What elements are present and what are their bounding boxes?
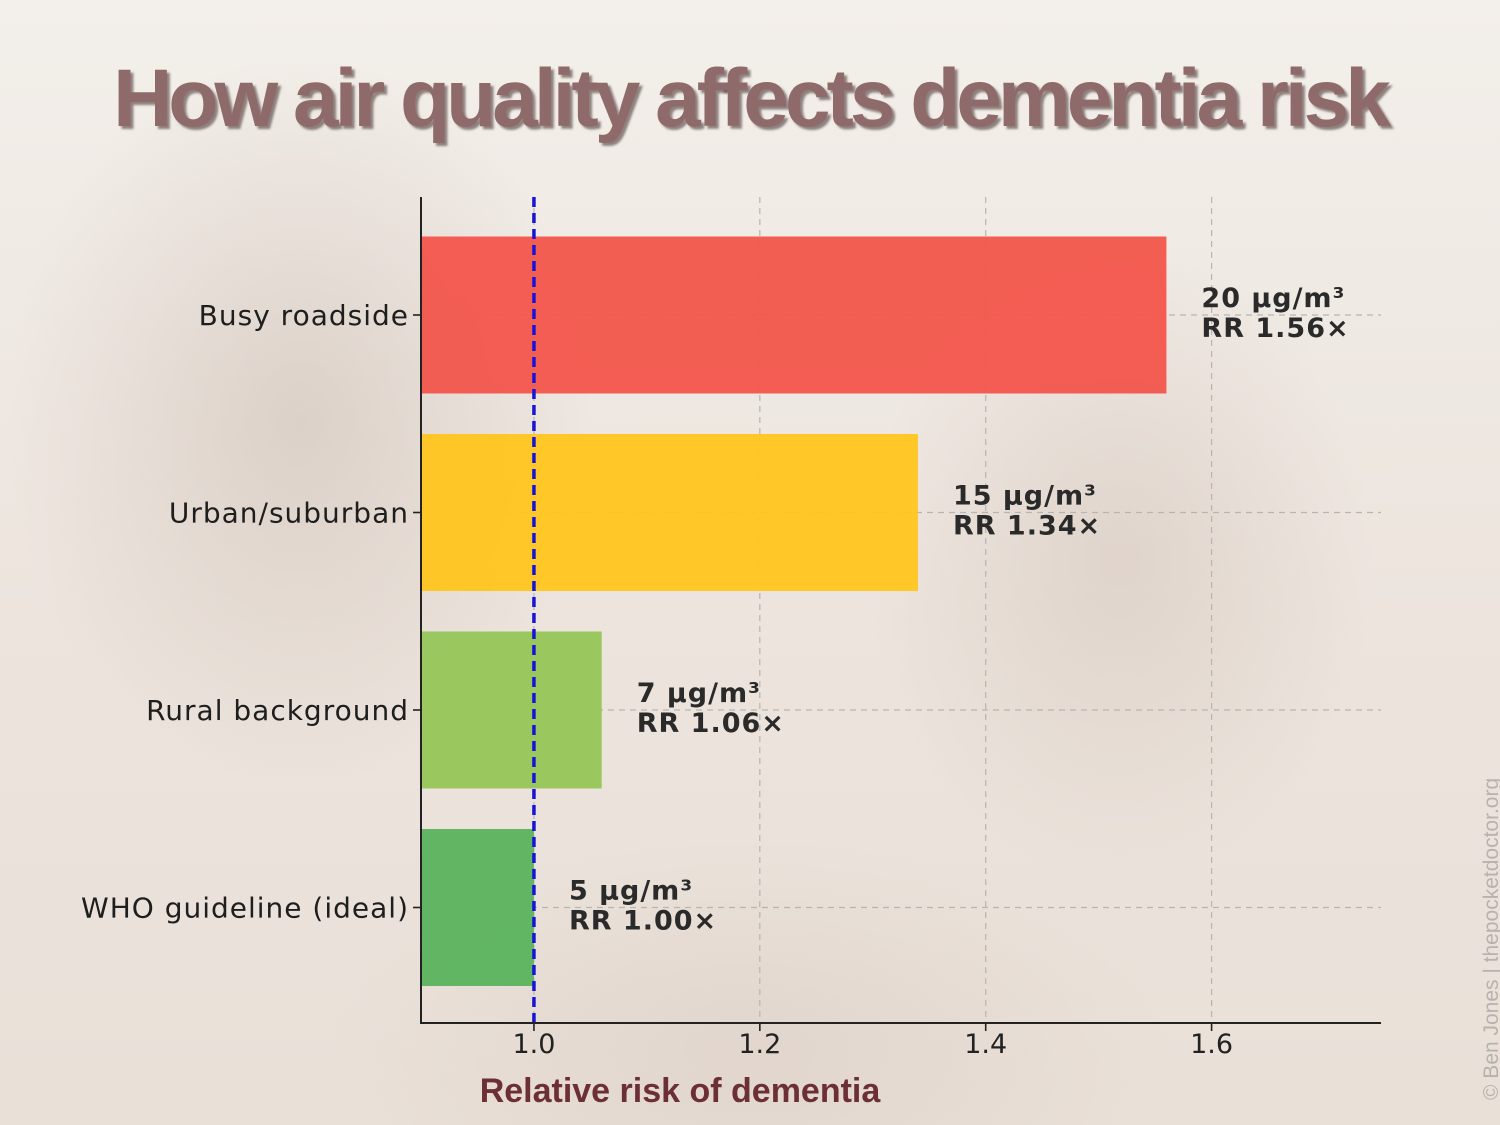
x-axis-label: Relative risk of dementia [480, 1072, 882, 1110]
axes [413, 197, 1381, 1031]
x-tick-label: 1.6 [1190, 1029, 1233, 1060]
data-label-risk: RR 1.06× [637, 708, 785, 739]
bar [421, 236, 1167, 394]
watermark: © Ben Jones | thepocketdoctor.org [1480, 777, 1500, 1100]
x-tick-label: 1.0 [512, 1029, 555, 1060]
bar [421, 434, 918, 591]
data-label-concentration: 5 µg/m³ [569, 876, 693, 907]
data-label-concentration: 20 µg/m³ [1201, 283, 1345, 314]
category-label: Rural background [146, 694, 409, 727]
bars [421, 236, 1167, 986]
category-label: Urban/suburban [169, 497, 409, 530]
page-title: How air quality affects dementia risk [113, 53, 1391, 144]
bar [421, 631, 602, 789]
bar [421, 829, 534, 986]
data-label-risk: RR 1.56× [1201, 313, 1349, 344]
data-label-risk: RR 1.34× [953, 511, 1101, 542]
category-label: WHO guideline (ideal) [81, 892, 409, 925]
category-label: Busy roadside [199, 299, 409, 332]
x-tick-label: 1.2 [738, 1029, 781, 1060]
x-tick-label: 1.4 [964, 1029, 1007, 1060]
data-label-concentration: 7 µg/m³ [637, 678, 761, 709]
data-label-risk: RR 1.00× [569, 906, 717, 937]
data-label-concentration: 15 µg/m³ [953, 481, 1097, 512]
